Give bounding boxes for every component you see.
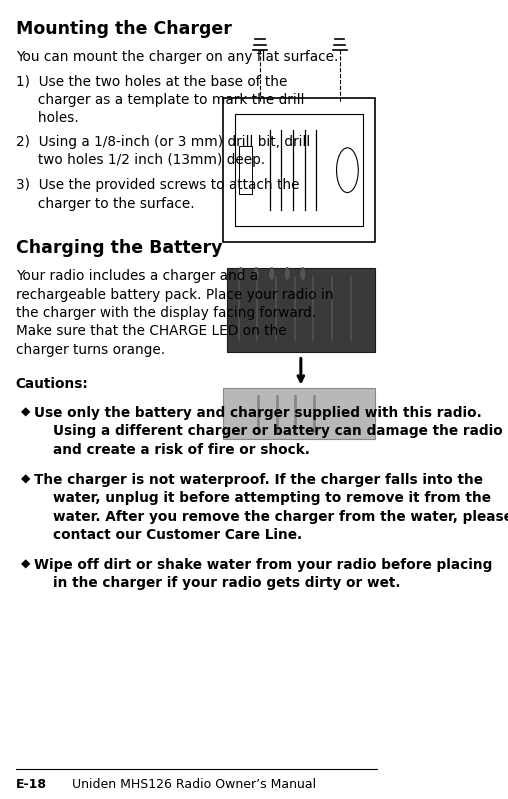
Circle shape (300, 268, 306, 280)
Circle shape (269, 268, 275, 280)
Text: Mounting the Charger: Mounting the Charger (16, 20, 232, 38)
Text: E-18: E-18 (16, 778, 47, 791)
Text: You can mount the charger on any flat surface.: You can mount the charger on any flat su… (16, 50, 338, 65)
Polygon shape (223, 388, 374, 439)
Text: ◆: ◆ (21, 406, 30, 419)
Text: The charger is not waterproof. If the charger falls into the
    water, unplug i: The charger is not waterproof. If the ch… (34, 473, 508, 543)
Text: Cautions:: Cautions: (16, 377, 88, 392)
Text: ◆: ◆ (21, 558, 30, 570)
Text: Wipe off dirt or shake water from your radio before placing
    in the charger i: Wipe off dirt or shake water from your r… (34, 558, 493, 590)
Text: ◆: ◆ (21, 473, 30, 486)
Circle shape (253, 268, 259, 280)
Text: 3)  Use the provided screws to attach the
     charger to the surface.: 3) Use the provided screws to attach the… (16, 178, 299, 211)
Text: 2)  Using a 1/8-inch (or 3 mm) drill bit, drill
     two holes 1/2 inch (13mm) d: 2) Using a 1/8-inch (or 3 mm) drill bit,… (16, 135, 310, 168)
Circle shape (238, 268, 244, 280)
Text: Uniden MHS126 Radio Owner’s Manual: Uniden MHS126 Radio Owner’s Manual (72, 778, 316, 791)
Text: Use only the battery and charger supplied with this radio.
    Using a different: Use only the battery and charger supplie… (34, 406, 503, 457)
Circle shape (284, 268, 291, 280)
Polygon shape (227, 268, 374, 352)
Text: Charging the Battery: Charging the Battery (16, 239, 222, 257)
Text: Your radio includes a charger and a
rechargeable battery pack. Place your radio : Your radio includes a charger and a rech… (16, 269, 333, 357)
Text: 1)  Use the two holes at the base of the
     charger as a template to mark the : 1) Use the two holes at the base of the … (16, 74, 304, 125)
